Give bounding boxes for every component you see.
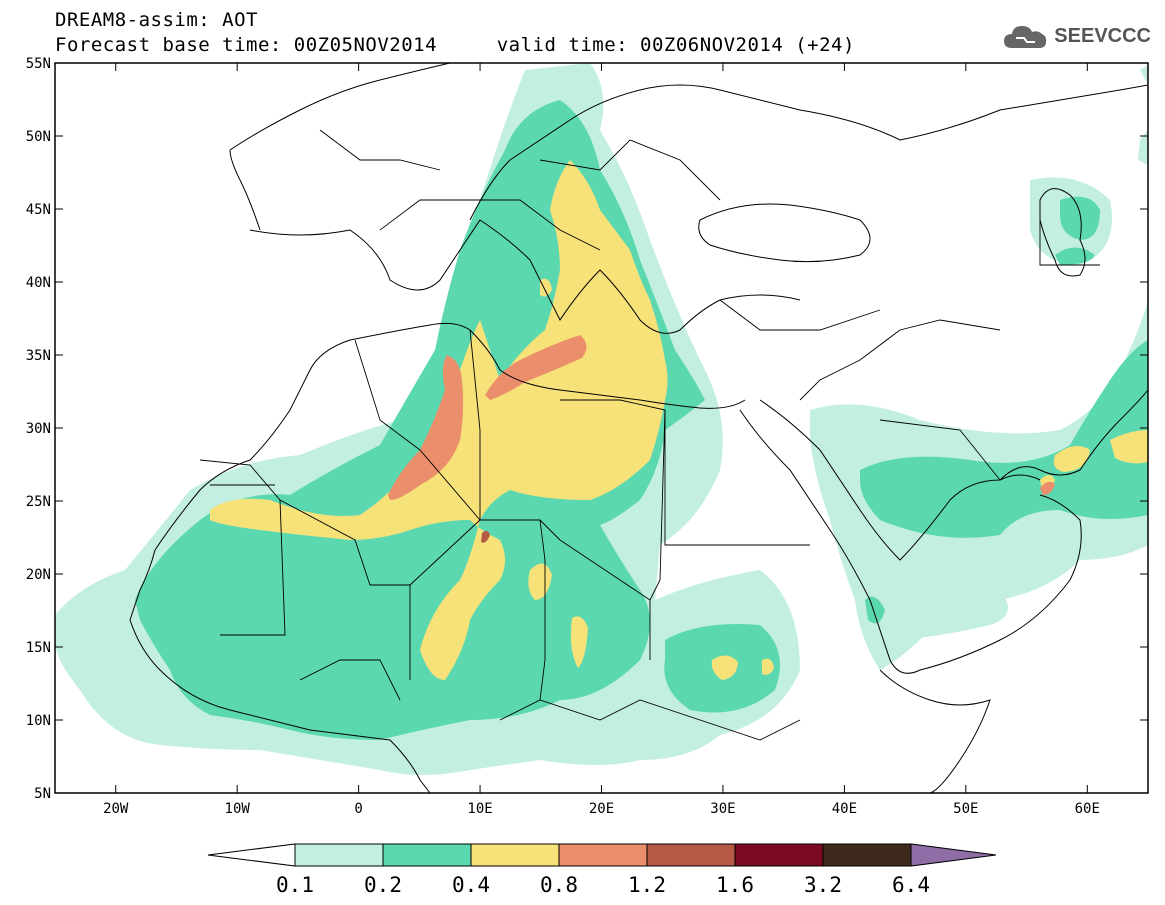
lat-label: 30N (26, 421, 51, 437)
lat-label: 5N (34, 786, 51, 802)
colorbar-box (470, 843, 560, 867)
lat-label: 10N (26, 713, 51, 729)
seevccc-logo: SEEVCCC (1002, 22, 1151, 50)
colorbar-labels: 0.1 0.2 0.4 0.8 1.2 1.6 3.2 6.4 (276, 873, 930, 897)
lon-label: 10E (467, 801, 492, 817)
aot-band-1.2 (481, 530, 490, 543)
colorbar-level: 1.2 (628, 873, 666, 897)
lat-label: 25N (26, 494, 51, 510)
latitude-labels: 55N 50N 45N 40N 35N 30N 25N 20N 15N 10N 5N (26, 56, 51, 802)
map-title: DREAM8-assim: AOT (55, 9, 258, 31)
colorbar-level: 0.1 (276, 873, 314, 897)
lon-label: 10W (225, 801, 251, 817)
lon-label: 60E (1075, 801, 1100, 817)
logo-text: SEEVCCC (1054, 24, 1151, 47)
aot-band-0.8 (388, 335, 1055, 500)
colorbar-box (382, 843, 472, 867)
lat-label: 35N (26, 348, 51, 364)
aot-shading (55, 63, 1148, 775)
colorbar-box (558, 843, 648, 867)
lat-label: 15N (26, 640, 51, 656)
lat-label: 40N (26, 275, 51, 291)
aot-colorbar (207, 843, 997, 867)
country-borders (199, 129, 1100, 741)
colorbar-box (822, 843, 912, 867)
axis-ticks (55, 62, 1148, 794)
lon-label: 30E (710, 801, 735, 817)
colorbar-level: 6.4 (892, 873, 930, 897)
colorbar-box (294, 843, 384, 867)
colorbar-level: 3.2 (804, 873, 842, 897)
lat-label: 45N (26, 202, 51, 218)
lon-label: 50E (953, 801, 978, 817)
colorbar-under-arrow (207, 843, 296, 867)
lon-label: 0 (354, 801, 362, 817)
longitude-labels: 20W 10W 0 10E 20E 30E 40E 50E 60E (103, 801, 1100, 817)
colorbar-box (734, 843, 824, 867)
forecast-times: Forecast base time: 00Z05NOV2014 valid t… (55, 34, 855, 56)
lat-label: 20N (26, 567, 51, 583)
colorbar-over-arrow (910, 843, 997, 867)
colorbar-level: 0.4 (452, 873, 490, 897)
lon-label: 20W (103, 801, 129, 817)
colorbar-box (646, 843, 736, 867)
lon-label: 40E (832, 801, 857, 817)
cloud-icon (1004, 26, 1047, 48)
colorbar-level: 1.6 (716, 873, 754, 897)
lon-label: 20E (589, 801, 614, 817)
lat-label: 50N (26, 129, 51, 145)
colorbar-level: 0.2 (364, 873, 402, 897)
lat-label: 55N (26, 56, 51, 72)
colorbar-level: 0.8 (540, 873, 578, 897)
